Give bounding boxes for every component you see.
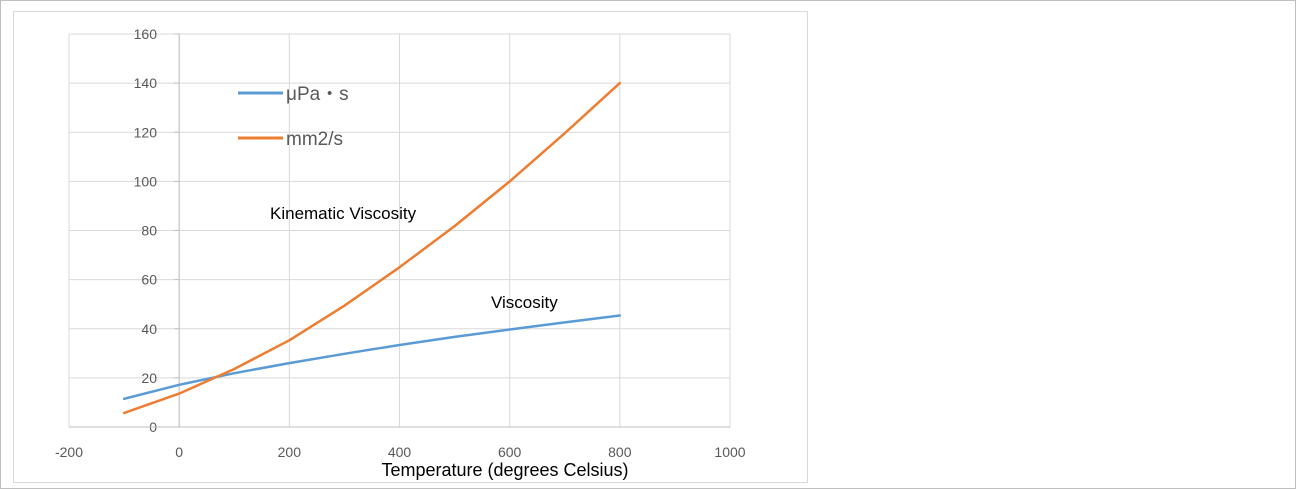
legend-label-kinematic: mm2/s [286, 129, 343, 150]
legend-label-viscosity: μPa・s [286, 84, 349, 105]
y-tick-label: 100 [134, 173, 158, 189]
gridlines [68, 33, 731, 427]
x-tick-label: 200 [278, 444, 302, 460]
x-tick-label: -200 [55, 444, 83, 460]
y-tick-label: 20 [141, 370, 157, 386]
series-line-viscosity [122, 314, 622, 401]
y-tick-label: 160 [134, 26, 158, 42]
y-tick-label: 40 [141, 321, 157, 337]
annotation-viscosity: Viscosity [491, 293, 558, 312]
y-tick-label: 120 [134, 124, 158, 140]
y-tick-label: 60 [141, 272, 157, 288]
x-tick-label: 800 [608, 444, 632, 460]
y-tick-label: 80 [141, 223, 157, 239]
x-axis-title: Temperature (degrees Celsius) [381, 460, 628, 480]
x-tick-label: 600 [498, 444, 522, 460]
x-tick-label: 400 [388, 444, 412, 460]
annotation-kinematic-viscosity: Kinematic Viscosity [270, 204, 417, 223]
series-line-kinematic-viscosity [122, 81, 622, 415]
legend: μPa・s mm2/s [238, 84, 349, 150]
y-tick-label: 140 [134, 75, 158, 91]
x-tick-label: 1000 [714, 444, 745, 460]
series-lines [122, 81, 622, 415]
x-tick-label: 0 [175, 444, 183, 460]
